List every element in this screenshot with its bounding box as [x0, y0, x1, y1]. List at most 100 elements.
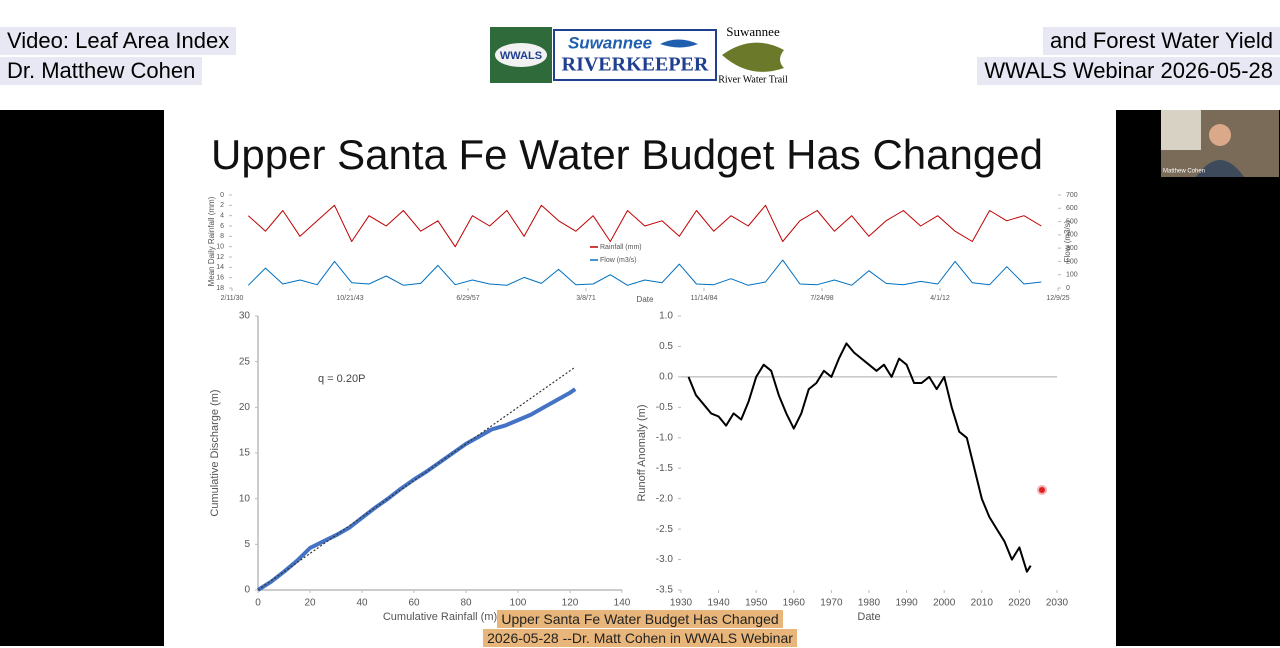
x-tick-label: 1990 [895, 598, 918, 609]
y-tick-label: 25 [239, 356, 251, 367]
x-tick-label: 1960 [783, 598, 806, 609]
y-tick-label: 4 [220, 213, 224, 220]
y-tick-label: 30 [239, 311, 251, 322]
header-left-2: Dr. Matthew Cohen [0, 57, 203, 85]
y2-tick-label: 400 [1066, 232, 1078, 239]
x-tick-label: 1980 [858, 598, 881, 609]
y2-tick-label: 100 [1066, 272, 1078, 279]
logo-box [553, 29, 717, 81]
y-tick-label: 18 [216, 285, 224, 292]
y-axis-label: Cumulative Discharge (m) [209, 389, 221, 516]
x-tick-label: 12/9/25 [1046, 295, 1069, 302]
x-tick-label: 2000 [933, 598, 956, 609]
x-tick-label: 0 [255, 598, 261, 609]
x-tick-label: 1970 [820, 598, 843, 609]
header-left-1: Video: Leaf Area Index [0, 27, 237, 55]
x-tick-label: 140 [614, 598, 631, 609]
y-tick-label: 16 [216, 275, 224, 282]
x-tick-label: 80 [460, 598, 472, 609]
caption-line-1: Upper Santa Fe Water Budget Has Changed [497, 610, 783, 628]
tile-window [1161, 110, 1201, 150]
y-tick-label: 12 [216, 254, 224, 261]
series-line [247, 204, 1042, 248]
x-tick-label: 60 [408, 598, 420, 609]
header-right-1: and Forest Water Yield [1043, 27, 1280, 55]
pointer [1037, 485, 1047, 495]
y-tick-label: 0.0 [659, 372, 673, 383]
y-tick-label: -2.0 [656, 493, 674, 504]
y-axis-label: Runoff Anomaly (m) [636, 404, 648, 501]
x-tick-label: 11/14/84 [691, 295, 718, 302]
y-tick-label: -1.5 [656, 463, 674, 474]
series-line [257, 366, 576, 591]
y-tick-label: 0 [220, 192, 224, 199]
x-tick-label: 40 [356, 598, 368, 609]
series-line [247, 259, 1042, 286]
y-tick-label: 10 [239, 493, 251, 504]
logo-trail-bottom: River Water Trail [718, 74, 788, 85]
x-tick-label: 2/11/30 [221, 295, 244, 302]
series-line [687, 342, 1032, 573]
slide [164, 110, 1116, 646]
logo-badge-oval [495, 43, 547, 67]
y2-tick-label: 300 [1066, 245, 1078, 252]
x-tick-label: 7/24/98 [810, 295, 833, 302]
participant-tile: Matthew Cohen [1161, 110, 1279, 177]
y2-tick-label: 700 [1066, 192, 1078, 199]
x-tick-label: 3/8/71 [576, 295, 596, 302]
x-tick-label: 6/29/57 [456, 295, 479, 302]
y-tick-label: 6 [220, 223, 224, 230]
y-tick-label: 20 [239, 402, 251, 413]
x-tick-label: 100 [510, 598, 527, 609]
y-axis-label: Mean Daily Rainfall (mm) [207, 196, 216, 286]
logo: WWALS Suwannee RIVERKEEPER Suwannee Rive… [490, 24, 788, 85]
x-tick-label: 4/1/12 [930, 295, 950, 302]
x-tick-label: 1940 [707, 598, 730, 609]
logo-name: RIVERKEEPER [562, 54, 709, 76]
logo-brand: Suwannee [568, 33, 652, 52]
y-tick-label: -3.0 [656, 554, 674, 565]
series-line [256, 387, 577, 592]
y-tick-label: 0 [244, 585, 250, 596]
logo-bass [722, 42, 784, 72]
x-tick-label: 1950 [745, 598, 768, 609]
y-tick-label: -1.0 [656, 432, 674, 443]
y-tick-label: 8 [220, 233, 224, 240]
x-axis-label: Cumulative Rainfall (m) [383, 611, 497, 623]
y-tick-label: 15 [239, 448, 251, 459]
logo-badge-text: WWALS [500, 50, 542, 62]
y2-tick-label: 200 [1066, 258, 1078, 265]
x-axis-label: Date [857, 611, 880, 623]
y-tick-label: 14 [216, 264, 224, 271]
legend-label: Rainfall (mm) [600, 244, 642, 251]
y2-tick-label: 500 [1066, 218, 1078, 225]
participant-body [1196, 160, 1244, 177]
y2-tick-label: 600 [1066, 205, 1078, 212]
slide-title: Upper Santa Fe Water Budget Has Changed [211, 131, 1043, 178]
x-tick-label: 20 [304, 598, 316, 609]
header-right-2: WWALS Webinar 2026-05-28 [977, 57, 1280, 85]
annotation: q = 0.20P [318, 373, 365, 385]
y-tick-label: -3.5 [656, 585, 674, 596]
participant-name: Matthew Cohen [1163, 169, 1205, 175]
x-tick-label: 2010 [971, 598, 994, 609]
legend-label: Flow (m3/s) [600, 257, 637, 264]
caption-line-2: 2026-05-28 --Dr. Matt Cohen in WWALS Web… [483, 629, 797, 647]
y-tick-label: -2.5 [656, 524, 674, 535]
x-tick-label: 2020 [1008, 598, 1031, 609]
y-tick-label: 5 [244, 539, 250, 550]
logo-fish [660, 39, 698, 48]
participant-head [1209, 124, 1231, 146]
y-tick-label: -0.5 [656, 402, 674, 413]
x-tick-label: 1930 [670, 598, 693, 609]
y-tick-label: 0.5 [659, 341, 673, 352]
x-axis-label: Date [637, 295, 654, 304]
y-tick-label: 10 [216, 244, 224, 251]
x-tick-label: 2030 [1046, 598, 1069, 609]
caption: Upper Santa Fe Water Budget Has Changed … [0, 610, 1280, 648]
y-tick-label: 2 [220, 202, 224, 209]
x-tick-label: 120 [562, 598, 579, 609]
